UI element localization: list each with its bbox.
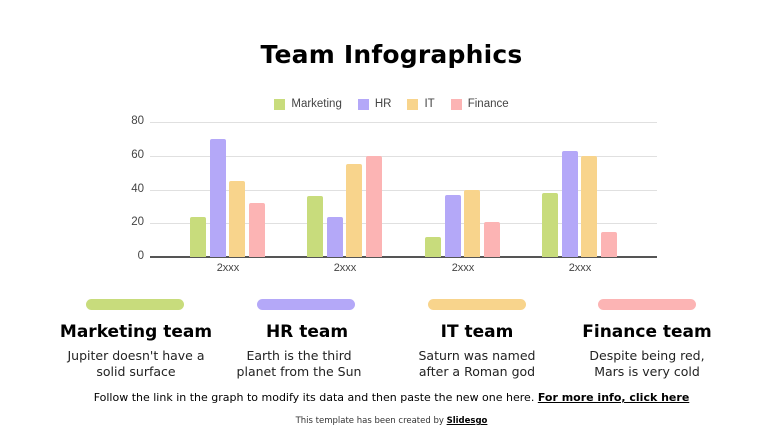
y-tick-label: 80	[131, 115, 144, 127]
x-axis	[150, 256, 657, 258]
bar-marketing	[542, 192, 558, 257]
bar-hr	[444, 194, 461, 257]
slidesgo-link[interactable]: Slidesgo	[446, 416, 488, 426]
x-tick-label: 2xxx	[216, 262, 240, 274]
team-title-marketing: Marketing team	[59, 322, 213, 342]
credit-text: This template has been created by	[295, 416, 447, 426]
team-desc-hr: Earth is the third planet from the Sun	[214, 348, 384, 380]
legend-swatch-marketing	[274, 98, 286, 110]
team-desc-line: planet from the Sun	[236, 364, 362, 379]
team-pill-it	[428, 299, 526, 310]
legend-swatch-hr	[357, 98, 369, 110]
gridline	[150, 155, 657, 157]
team-pill-marketing	[86, 299, 184, 310]
team-desc-line: Despite being red,	[589, 348, 705, 363]
bar-finance	[248, 203, 265, 257]
legend-swatch-it	[407, 98, 419, 110]
bar-marketing	[307, 196, 323, 257]
gridline	[150, 122, 657, 123]
bar-finance	[600, 231, 617, 257]
gridline	[150, 189, 657, 191]
legend-item-finance: Finance	[450, 98, 509, 110]
x-tick-label: 2xxx	[568, 262, 592, 274]
bar-chart[interactable]: 0 20 40 60 80 2xxx 2xxx 2xxx 2xxx	[0, 0, 783, 290]
bar-finance	[483, 221, 500, 257]
legend-label: IT	[424, 98, 435, 110]
y-tick-label: 0	[137, 250, 144, 262]
team-desc-it: Saturn was named after a Roman god	[392, 348, 562, 380]
credit-line: This template has been created by Slides…	[0, 416, 783, 426]
legend-label: Finance	[467, 98, 509, 110]
team-title-it: IT team	[440, 322, 514, 342]
chart-legend: Marketing HR IT Finance	[0, 98, 783, 110]
x-tick-label: 2xxx	[333, 262, 357, 274]
team-desc-line: Mars is very cold	[594, 364, 700, 379]
x-tick-label: 2xxx	[451, 262, 475, 274]
y-tick-label: 20	[131, 216, 144, 229]
legend-swatch-finance	[450, 98, 462, 110]
team-title-hr: HR team	[265, 322, 349, 342]
team-pill-finance	[598, 299, 696, 310]
bar-marketing	[425, 236, 441, 257]
more-info-link[interactable]: For more info, click here	[537, 391, 690, 404]
legend-label: Marketing	[291, 98, 342, 110]
bar-it	[346, 164, 362, 257]
bar-hr	[209, 138, 226, 257]
team-desc-line: Jupiter doesn't have a	[67, 348, 205, 363]
y-tick-label: 40	[131, 182, 144, 195]
legend-label: HR	[374, 98, 392, 110]
team-desc-line: solid surface	[96, 364, 176, 379]
bar-it	[464, 189, 480, 257]
bar-marketing	[190, 216, 206, 257]
bar-it	[581, 155, 597, 257]
footer-note: Follow the link in the graph to modify i…	[0, 391, 783, 404]
bar-hr	[326, 216, 343, 257]
team-title-finance: Finance team	[582, 322, 712, 342]
team-desc-line: after a Roman god	[418, 364, 536, 379]
bar-finance	[365, 155, 382, 257]
legend-item-hr: HR	[357, 98, 392, 110]
bar-hr	[561, 150, 578, 257]
page-title: Team Infographics	[260, 40, 523, 69]
legend-item-marketing: Marketing	[274, 98, 342, 110]
gridline	[150, 223, 657, 225]
footer-text: Follow the link in the graph to modify i…	[93, 391, 538, 404]
legend-item-it: IT	[407, 98, 435, 110]
bar-it	[229, 181, 245, 257]
y-tick-label: 60	[131, 148, 144, 161]
team-desc-line: Earth is the third	[246, 348, 352, 363]
team-desc-finance: Despite being red, Mars is very cold	[562, 348, 732, 380]
team-pill-hr	[257, 299, 355, 310]
team-desc-marketing: Jupiter doesn't have a solid surface	[51, 348, 221, 380]
team-desc-line: Saturn was named	[418, 348, 536, 363]
